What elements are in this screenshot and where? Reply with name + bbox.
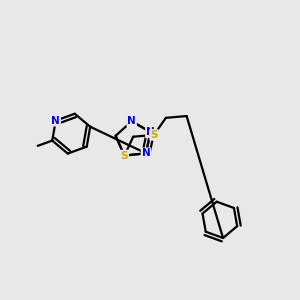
Text: S: S [121,151,128,160]
Text: N: N [146,127,155,137]
Text: N: N [128,116,136,126]
Text: N: N [146,127,155,137]
Text: S: S [150,130,158,140]
Text: N: N [51,116,60,126]
Text: N: N [142,148,150,158]
